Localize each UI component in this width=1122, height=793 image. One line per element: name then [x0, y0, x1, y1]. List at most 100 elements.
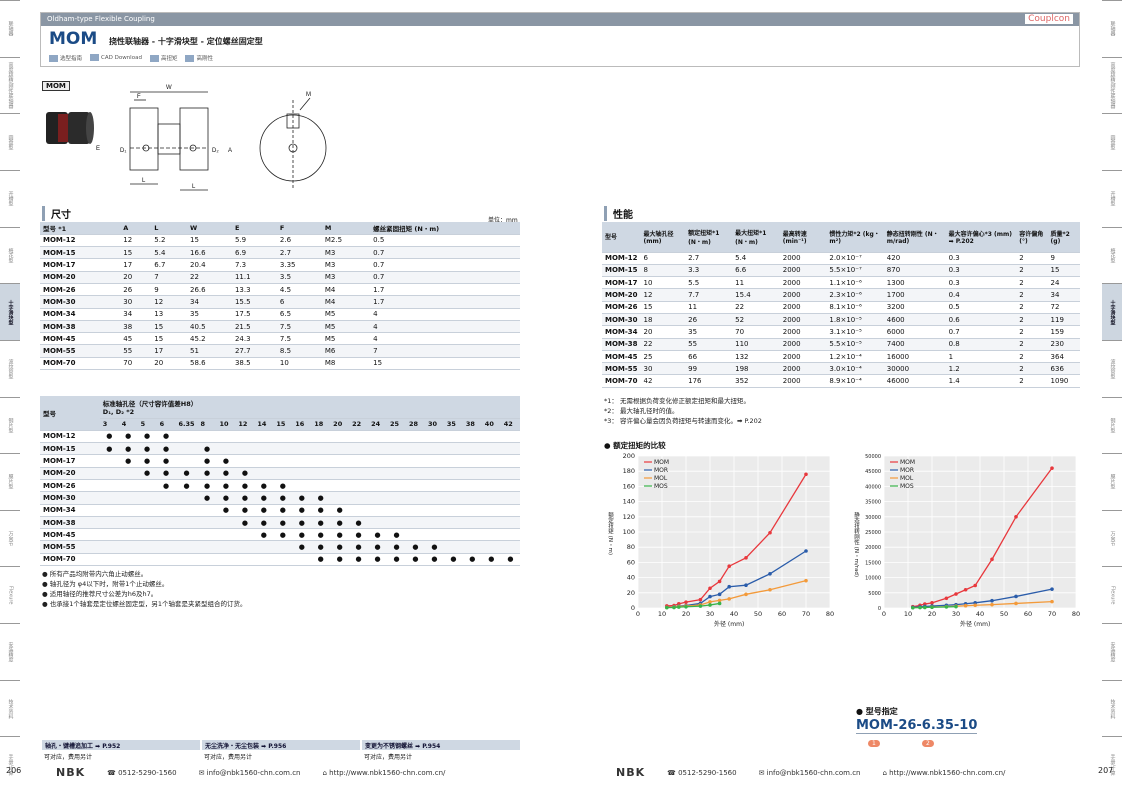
order-ref-2: 2 — [922, 740, 934, 747]
side-tab[interactable]: 万向节 — [0, 509, 20, 567]
side-tab[interactable]: 梅花型 — [1102, 226, 1122, 284]
side-tab[interactable]: 联轴器 — [0, 0, 20, 57]
option-bar[interactable]: 变更为不锈钢螺丝 ➡ P.954 — [362, 740, 520, 750]
side-tab[interactable]: 高度超精/刚性联轴器 — [0, 56, 20, 114]
bore-size: 16 — [292, 418, 312, 431]
side-tab[interactable]: 梅花型 — [0, 226, 20, 284]
table-cell: 7.5 — [276, 320, 322, 334]
side-tab[interactable]: 钢片型 — [0, 396, 20, 454]
table-cell: 7.3 — [231, 258, 277, 272]
y-tick-label: 80 — [627, 543, 635, 551]
x-tick-label: 80 — [1072, 610, 1080, 618]
bore-empty — [137, 528, 157, 542]
option-bar[interactable]: 轴孔・键槽追加工 ➡ P.952 — [42, 740, 200, 750]
dim-label-e: E — [96, 146, 100, 152]
table-cell: 1.4 — [945, 374, 1017, 388]
bore-available-dot: ● — [349, 553, 369, 567]
table-cell: 16000 — [883, 350, 946, 364]
bore-available-dot: ● — [330, 540, 350, 554]
side-tab[interactable]: 十字滑块型 — [1102, 283, 1122, 340]
email-link[interactable]: ✉ info@nbk1560-chn.com.cn — [198, 768, 301, 777]
side-tab[interactable]: 圆盘型 — [0, 113, 20, 170]
option-sub: 可对应，费用另计 — [44, 754, 93, 761]
bore-empty — [405, 454, 425, 468]
bore-size-table: 型号 标准轴孔径（尺寸容许值差H8） D₁, D₂ *2 3 4 5 6 6.35 8 10 1… — [40, 396, 520, 567]
table-cell: MOM-70 — [602, 374, 641, 388]
table-cell: MOM-26 — [40, 283, 121, 297]
side-tab[interactable]: 安装精度 — [1102, 623, 1122, 680]
bore-available-dot: ● — [235, 491, 255, 505]
bore-available-dot: ● — [118, 430, 138, 444]
y-tick-label: 60 — [627, 558, 635, 566]
side-tab[interactable]: 圆盘型 — [1102, 113, 1122, 170]
bore-empty — [387, 516, 406, 530]
table-cell: 12 — [120, 234, 152, 248]
side-tab[interactable]: 手册/计算 — [0, 736, 20, 793]
note-line: ● 所有产品均附带内六角止动螺丝。 — [42, 570, 148, 578]
side-tab[interactable]: 技术资料 — [1102, 679, 1122, 737]
y-tick-label: 40 — [627, 574, 635, 582]
table-cell: 15 — [1047, 264, 1080, 278]
side-tab[interactable]: 开槽型 — [0, 169, 20, 227]
y-tick-label: 40000 — [865, 484, 881, 490]
bore-empty — [500, 491, 520, 505]
bore-empty — [481, 454, 501, 468]
side-tab[interactable]: Flexure — [1102, 566, 1122, 623]
side-tab[interactable]: 膜片型 — [0, 453, 20, 510]
bore-empty — [99, 454, 119, 468]
side-tab[interactable]: 开槽型 — [1102, 169, 1122, 227]
bore-empty — [118, 528, 138, 542]
side-tab[interactable]: 联轴器 — [1102, 0, 1122, 57]
bore-available-dot: ● — [137, 454, 157, 468]
table-cell: 0.3 — [945, 264, 1017, 278]
table-cell: 110 — [732, 338, 780, 351]
email-link[interactable]: ✉ info@nbk1560-chn.com.cn — [758, 768, 861, 777]
table-row: MOM-26 26 9 26.6 13.3 4.5 M4 1.7 — [40, 283, 520, 297]
dims-header: W — [186, 222, 232, 235]
data-point — [923, 605, 927, 610]
data-point — [804, 472, 808, 477]
bore-available-dot: ● — [118, 442, 138, 456]
cad-download-icon[interactable]: CAD Download — [90, 54, 142, 62]
side-tab[interactable]: 手册/计算 — [1102, 736, 1122, 793]
table-cell: 13.3 — [231, 283, 277, 297]
table-cell: 13 — [151, 308, 187, 321]
bore-available-dot: ● — [405, 540, 425, 554]
table-cell: 72 — [1047, 301, 1080, 314]
bore-empty — [368, 491, 388, 505]
side-tab[interactable]: 高度超精/刚性联轴器 — [1102, 56, 1122, 114]
table-cell: 6 — [276, 295, 322, 309]
side-tab[interactable]: 安装精度 — [0, 623, 20, 680]
table-cell: 26 — [120, 283, 152, 297]
table-cell: 1.7 — [370, 295, 520, 309]
bore-empty — [481, 516, 501, 530]
side-tab[interactable]: 波纹管型 — [1102, 339, 1122, 397]
data-point — [804, 549, 808, 553]
side-tab[interactable]: 钢片型 — [1102, 396, 1122, 454]
bore-available-dot: ● — [99, 442, 119, 456]
x-tick-label: 60 — [1024, 610, 1032, 618]
side-tab[interactable]: 十字滑块型 — [0, 283, 20, 340]
data-point — [973, 603, 977, 608]
website-link[interactable]: ⌂ http://www.nbk1560-chn.com.cn/ — [882, 768, 1006, 777]
bore-empty — [235, 553, 255, 567]
bore-empty — [216, 430, 236, 444]
side-tab[interactable]: 膜片型 — [1102, 453, 1122, 510]
option-bar[interactable]: 无尘洗净・无尘包装 ➡ P.956 — [202, 740, 360, 750]
side-tab[interactable]: Flexure — [0, 566, 20, 623]
y-tick-label: 20 — [627, 589, 635, 597]
table-cell: MOM-26 — [602, 301, 641, 314]
data-point — [930, 605, 934, 610]
bore-available-dot: ● — [254, 479, 274, 493]
side-tab[interactable]: 波纹管型 — [0, 339, 20, 397]
header-band: Oldham-type Flexible Coupling — [41, 13, 1079, 26]
bore-empty — [330, 454, 350, 468]
guide-icon[interactable]: 选型指南 — [49, 54, 82, 62]
bore-empty — [175, 430, 198, 444]
table-cell: 4 — [370, 308, 520, 321]
side-tab[interactable]: 技术资料 — [0, 679, 20, 737]
side-tab[interactable]: 万向节 — [1102, 509, 1122, 567]
x-tick-label: 20 — [682, 610, 690, 618]
y-tick-label: 5000 — [868, 591, 881, 597]
website-link[interactable]: ⌂ http://www.nbk1560-chn.com.cn/ — [322, 768, 446, 777]
